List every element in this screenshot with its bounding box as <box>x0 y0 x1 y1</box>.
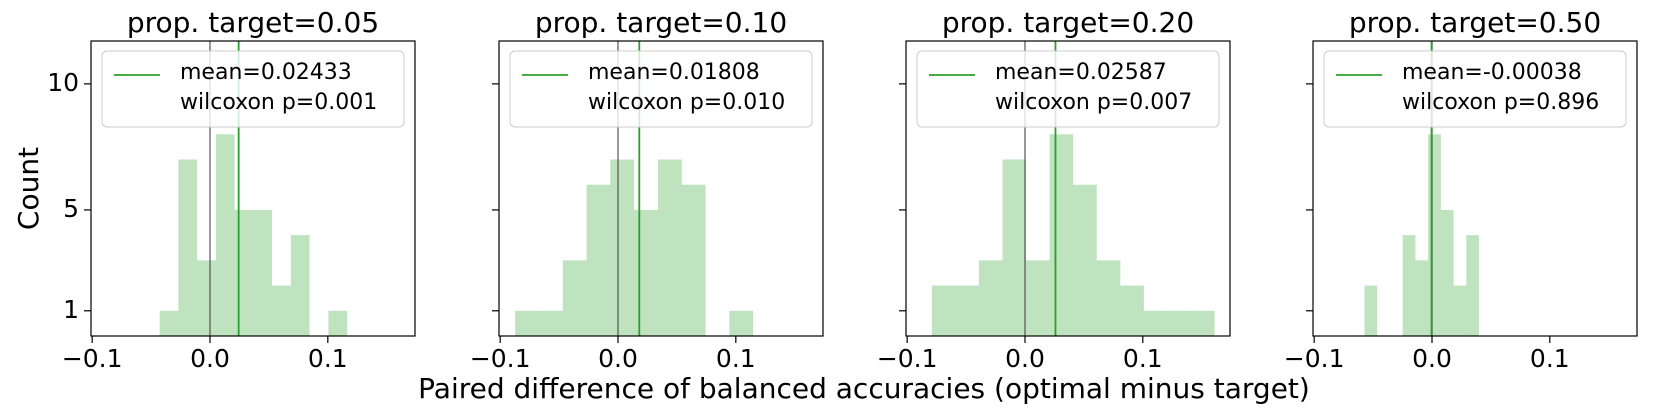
x-tick-label: 0.1 <box>308 344 348 373</box>
bar <box>610 159 635 336</box>
x-tick-label: 0.0 <box>190 344 230 373</box>
legend-label: wilcoxon p=0.896 <box>1402 90 1599 115</box>
bar <box>1120 285 1144 336</box>
x-tick-label: −0.1 <box>62 344 123 373</box>
y-tick-label: 5 <box>63 194 79 223</box>
x-tick-label: 0.1 <box>716 344 756 373</box>
bar <box>634 209 658 336</box>
legend-box <box>1323 50 1627 128</box>
bar <box>681 184 706 336</box>
legend-label: mean=0.02587 <box>995 60 1167 85</box>
x-tick-label: 0.0 <box>598 344 638 373</box>
bar <box>159 310 179 336</box>
bar <box>657 159 682 336</box>
bar <box>1428 134 1441 336</box>
bar <box>1096 260 1121 336</box>
bar <box>515 310 539 336</box>
bar <box>1002 159 1027 336</box>
legend-label: wilcoxon p=0.007 <box>995 90 1192 115</box>
legend-label: wilcoxon p=0.010 <box>588 90 785 115</box>
bar <box>178 159 198 336</box>
chart-title: prop. target=0.50 <box>1349 6 1601 39</box>
x-tick-label: 0.1 <box>1530 344 1570 373</box>
axes-frame <box>1312 40 1638 337</box>
bar <box>272 285 291 336</box>
bar <box>1191 310 1215 336</box>
bar <box>729 310 754 336</box>
y-tick-label: 10 <box>47 68 79 97</box>
bar <box>1402 235 1416 336</box>
x-tick-label: −0.1 <box>470 344 531 373</box>
x-tick-label: 0.0 <box>1412 344 1452 373</box>
bar <box>1364 285 1378 336</box>
chart-title: prop. target=0.05 <box>127 6 379 39</box>
bar <box>1440 209 1454 336</box>
x-tick-label: −0.1 <box>1284 344 1345 373</box>
y-tick-label: 1 <box>63 295 79 324</box>
bar <box>253 209 273 336</box>
axes-frame <box>90 40 416 337</box>
bar <box>586 184 611 336</box>
bar <box>1073 184 1097 336</box>
x-tick-label: 0.0 <box>1005 344 1045 373</box>
y-axis-label: Count <box>12 147 45 230</box>
x-tick-label: 0.1 <box>1123 344 1163 373</box>
bar <box>328 310 348 336</box>
bar <box>955 285 979 336</box>
bar <box>197 260 216 336</box>
bar <box>978 260 1003 336</box>
legend-box <box>916 50 1220 128</box>
chart-title: prop. target=0.20 <box>942 6 1194 39</box>
axes-frame <box>905 40 1231 337</box>
bar <box>931 285 956 336</box>
legend-label: mean=0.02433 <box>180 60 352 85</box>
bar <box>1167 310 1192 336</box>
bar <box>1453 285 1467 336</box>
x-axis-label: Paired difference of balanced accuracies… <box>418 372 1310 405</box>
bar <box>234 209 254 336</box>
bar <box>1026 260 1050 336</box>
legend-label: mean=-0.00038 <box>1402 60 1582 85</box>
chart-title: prop. target=0.10 <box>535 6 787 39</box>
legend-box <box>101 50 405 128</box>
bar <box>290 235 310 336</box>
x-tick-label: −0.1 <box>877 344 938 373</box>
bar <box>1466 235 1480 336</box>
bar <box>562 260 587 336</box>
bar <box>538 310 563 336</box>
bar <box>1415 260 1429 336</box>
bar <box>1049 134 1074 336</box>
legend-label: wilcoxon p=0.001 <box>180 90 377 115</box>
axes-frame <box>498 40 824 337</box>
bar <box>1143 310 1168 336</box>
legend-label: mean=0.01808 <box>588 60 760 85</box>
legend-box <box>509 50 813 128</box>
bar <box>215 134 235 336</box>
